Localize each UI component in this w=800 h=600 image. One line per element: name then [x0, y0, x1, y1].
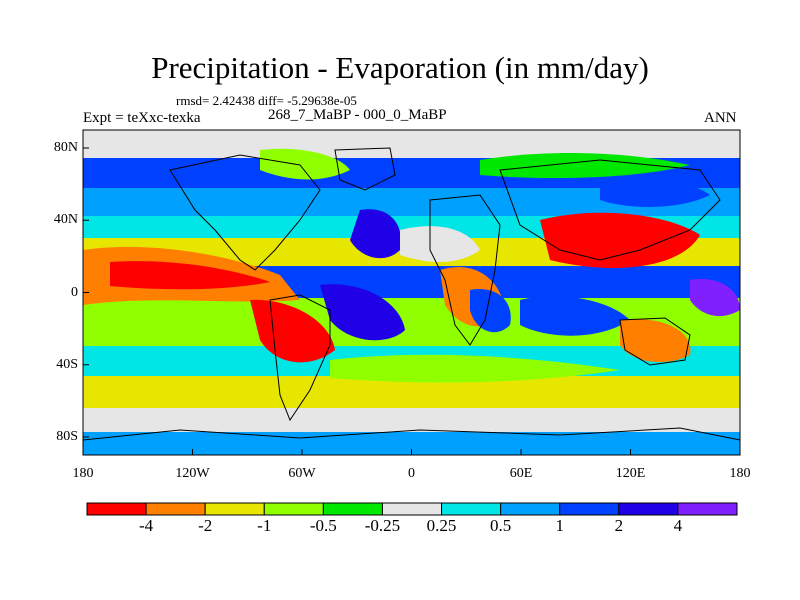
experiment-label: Expt = teXxc-texka	[83, 110, 201, 126]
feature-indian-ocean	[520, 296, 630, 336]
colorbar-level-label: 1	[555, 516, 564, 535]
x-tick-label: 120E	[615, 466, 646, 481]
continent-outlines	[83, 147, 740, 441]
colorbar-swatch	[204, 502, 265, 516]
outline-south-america	[269, 294, 331, 422]
colorbar-swatch	[618, 502, 679, 516]
heatmap-field	[83, 130, 740, 455]
y-tick-label: 80S	[56, 429, 78, 444]
feature-atlantic-wet	[350, 209, 401, 259]
colorbar	[86, 502, 738, 516]
colorbar-swatch	[322, 502, 383, 516]
outline-asia	[499, 159, 721, 261]
season-label: ANN	[704, 110, 737, 126]
x-tick-label: 60W	[288, 466, 316, 481]
colorbar-swatch	[441, 502, 502, 516]
colorbar-level-label: -1	[257, 516, 272, 535]
colorbar-level-label: 0.25	[426, 516, 457, 535]
band-polar-south	[83, 432, 740, 455]
colorbar-level-label: 4	[673, 516, 683, 535]
outline-north-america	[169, 154, 321, 271]
colorbar-swatch	[263, 502, 324, 516]
y-tick-label: 40S	[56, 356, 78, 372]
colorbar-level-label: 2	[614, 516, 624, 535]
feature-asia-dry	[540, 212, 700, 268]
colorbar-swatch	[381, 502, 443, 516]
feature-southern-belt	[330, 354, 620, 383]
colorbar-level-label: 0.5	[490, 516, 512, 535]
feature-pacific-core	[110, 261, 270, 290]
feature-africa-wet	[470, 289, 511, 333]
colorbar-level-label: -0.25	[364, 516, 401, 535]
feature-south-america-wet	[320, 284, 405, 341]
x-tick-label: 60E	[509, 466, 533, 481]
feature-asia-moist	[600, 175, 710, 207]
colorbar-swatch	[559, 502, 620, 516]
outline-greenland	[334, 147, 396, 191]
colorbar-swatch	[86, 502, 147, 516]
colorbar-swatch	[677, 502, 738, 516]
outline-europe-africa	[429, 194, 501, 346]
outline-antarctica	[83, 427, 740, 441]
feature-eurasia-north	[480, 153, 690, 178]
feature-north-atlantic	[400, 226, 480, 262]
colorbar-level-label: -4	[138, 516, 154, 535]
stats-label: rmsd= 2.42438 diff= -5.29638e-05	[176, 93, 357, 108]
chart-title: Precipitation - Evaporation (in mm/day)	[151, 50, 649, 85]
band-polar-north	[83, 130, 740, 158]
colorbar-swatch	[500, 502, 561, 516]
y-tick-label: 80N	[53, 140, 78, 155]
colorbar-level-label: -2	[198, 516, 213, 535]
x-tick-label: 180	[72, 466, 94, 481]
colorbar-level-label: -0.5	[309, 516, 337, 535]
axis-tick-marks	[82, 147, 741, 455]
subtitle-label: 268_7_MaBP - 000_0_MaBP	[268, 107, 447, 123]
feature-pacific-west-wet	[690, 279, 740, 317]
feature-greenland	[260, 148, 350, 180]
x-tick-label: 120W	[175, 466, 210, 481]
feature-australia-dry	[620, 319, 691, 363]
band-high-south	[83, 408, 740, 432]
x-tick-label: 180	[729, 466, 751, 481]
y-tick-label: 0	[71, 284, 78, 300]
y-tick-label: 40N	[53, 212, 78, 228]
outline-australia	[619, 317, 691, 366]
x-tick-label: 0	[408, 466, 415, 481]
colorbar-swatch	[145, 502, 206, 516]
